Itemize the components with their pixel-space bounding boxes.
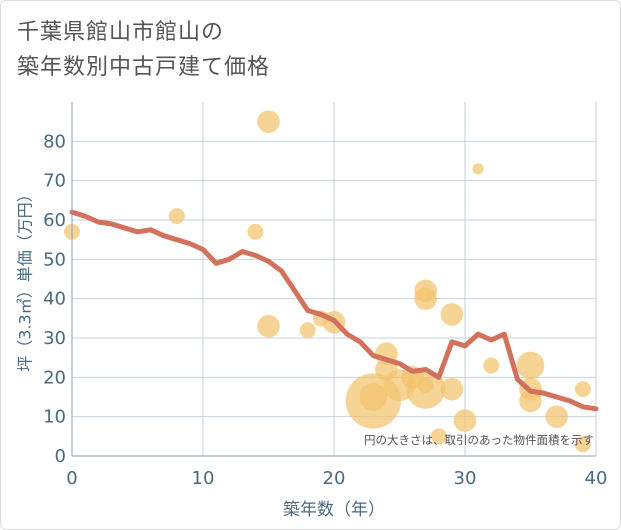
scatter-point <box>516 351 545 380</box>
scatter-point <box>257 314 280 338</box>
scatter-point <box>247 223 264 240</box>
trend-series <box>69 209 599 412</box>
y-tick-label: 0 <box>55 446 66 467</box>
scatter-series <box>64 110 591 453</box>
scatter-point <box>257 110 280 133</box>
axes: 0 10 20 30 40 0 10 20 30 40 50 60 70 80 <box>43 102 607 489</box>
chart-title-line-1: 千葉県館山市館山の <box>17 20 225 45</box>
x-tick-label: 10 <box>192 468 215 489</box>
x-tick-label: 40 <box>585 468 608 489</box>
size-note: 円の大きさは、取引のあった物件面積を示す <box>364 433 594 447</box>
scatter-point <box>414 287 438 310</box>
y-axis-label: 坪（3.3㎡）単価（万円） <box>16 186 35 371</box>
trend-line <box>69 209 599 412</box>
x-tick-label: 0 <box>66 468 77 489</box>
scatter-point <box>359 383 388 411</box>
y-tick-label: 20 <box>43 367 66 388</box>
chart-title-line-2: 築年数別中古戸建て価格 <box>17 55 271 80</box>
scatter-point <box>519 389 542 413</box>
x-tick-label: 30 <box>454 468 477 489</box>
x-tick-label: 20 <box>323 468 346 489</box>
scatter-point <box>574 436 591 453</box>
scatter-point <box>440 303 464 326</box>
grid-lines <box>72 102 597 456</box>
y-tick-label: 10 <box>43 407 66 428</box>
scatter-point <box>545 405 569 428</box>
y-tick-label: 80 <box>43 131 66 152</box>
scatter-point <box>453 409 477 432</box>
scatter-point <box>483 357 500 374</box>
y-tick-label: 40 <box>43 289 66 310</box>
scatter-point <box>472 163 484 175</box>
scatter-point <box>574 381 591 398</box>
x-axis-label: 築年数（年） <box>283 500 385 520</box>
chart-title: 千葉県館山市館山の 築年数別中古戸建て価格 <box>17 15 270 85</box>
y-tick-label: 30 <box>43 328 66 349</box>
scatter-point <box>417 377 434 394</box>
scatter-point <box>430 428 447 445</box>
scatter-point <box>299 322 316 339</box>
scatter-point <box>440 377 464 401</box>
y-tick-label: 50 <box>43 249 66 270</box>
y-tick-label: 60 <box>43 210 66 231</box>
scatter-point <box>168 208 185 225</box>
y-tick-label: 70 <box>43 171 66 192</box>
